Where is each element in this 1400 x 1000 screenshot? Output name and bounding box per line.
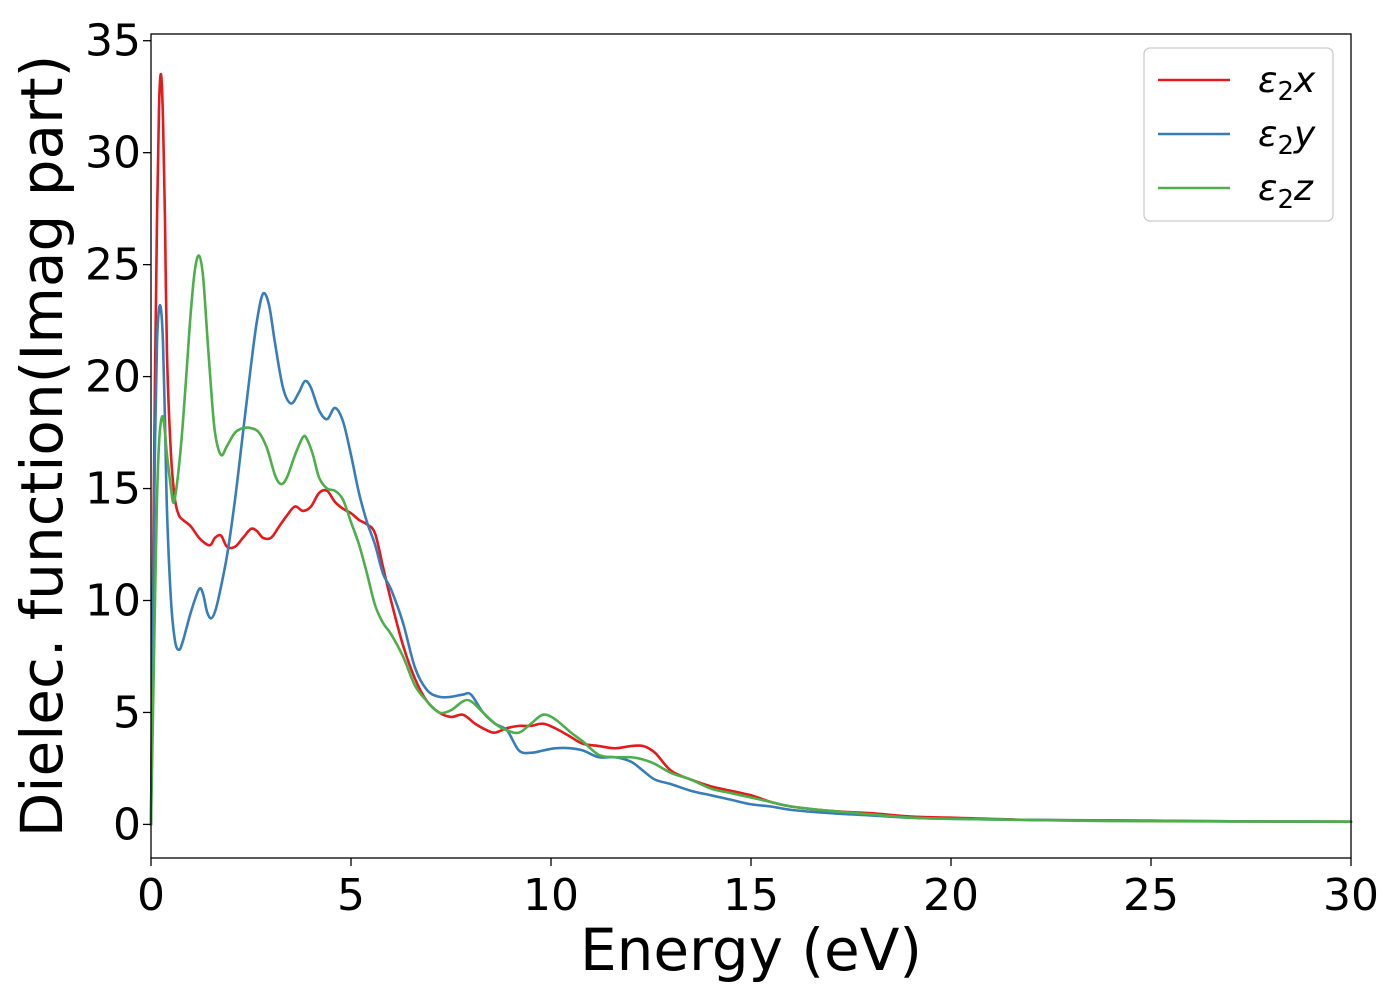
x-tick-label: 0	[137, 870, 165, 921]
x-tick-label: 5	[337, 870, 365, 921]
series-layer	[149, 72, 1353, 826]
y-tick-label: 35	[85, 16, 141, 67]
legend-label-x: ε2x	[1258, 60, 1316, 107]
y-tick-label: 0	[113, 799, 141, 850]
y-tick-label: 30	[85, 128, 141, 179]
y-axis-title: Dielec. function(Imag part)	[8, 55, 76, 838]
x-tick-label: 20	[923, 870, 979, 921]
series-line-z	[149, 254, 1353, 826]
x-axis-title: Energy (eV)	[580, 916, 922, 984]
x-tick-label: 10	[523, 870, 579, 921]
y-axis: 0 5 10 15 20 25 30 35	[85, 16, 151, 850]
y-tick-label: 15	[85, 464, 141, 515]
x-tick-label: 30	[1323, 870, 1379, 921]
y-tick-label: 5	[113, 687, 141, 738]
y-tick-label: 10	[85, 576, 141, 627]
x-tick-label: 15	[723, 870, 779, 921]
y-tick-label: 20	[85, 352, 141, 403]
y-tick-label: 25	[85, 240, 141, 291]
legend-label-y: ε2y	[1258, 114, 1316, 161]
x-tick-label: 25	[1123, 870, 1179, 921]
series-line-y	[149, 291, 1353, 826]
x-axis: 0 5 10 15 20 25 30	[137, 858, 1379, 921]
legend-box	[1143, 47, 1334, 222]
legend-label-z: ε2z	[1258, 168, 1314, 215]
legend: ε2x ε2y ε2z	[1143, 47, 1334, 222]
